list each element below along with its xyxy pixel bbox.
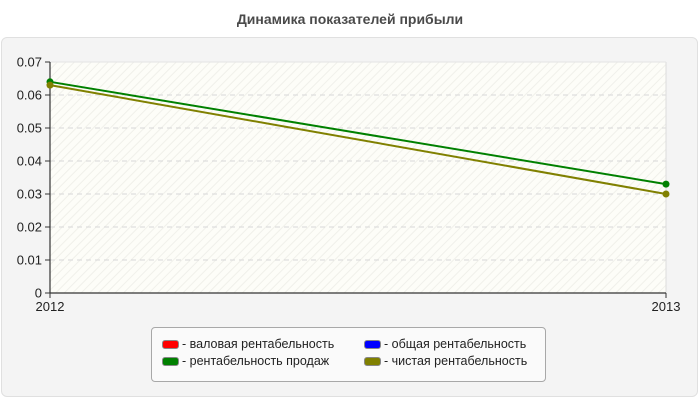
x-tick-label: 2013	[652, 299, 681, 314]
y-tick-label: 0.03	[17, 187, 42, 202]
data-point	[662, 190, 670, 198]
x-tick-label: 2012	[36, 299, 65, 314]
legend-label: - валовая рентабельность	[182, 337, 335, 351]
series-line	[49, 84, 667, 195]
legend-swatch-green	[162, 356, 179, 366]
data-point	[46, 81, 54, 89]
legend: - валовая рентабельность - общая рентабе…	[151, 327, 546, 382]
legend-swatch-red	[162, 339, 179, 349]
legend-label: - чистая рентабельность	[384, 354, 528, 368]
legend-item-sales-margin: - рентабельность продаж	[162, 354, 329, 368]
legend-item-overall-margin: - общая рентабельность	[364, 337, 526, 351]
legend-label: - рентабельность продаж	[182, 354, 330, 368]
x-axis-labels: 2012 2013	[36, 299, 681, 314]
legend-label: - общая рентабельность	[384, 337, 527, 351]
series-line	[49, 80, 667, 186]
y-tick-label: 0.02	[17, 220, 42, 235]
y-tick-label: 0	[35, 286, 42, 301]
plot-area	[50, 62, 666, 293]
data-point	[662, 180, 670, 188]
y-axis-labels: 0 0.01 0.02 0.03 0.04 0.05 0.06 0.07	[17, 55, 42, 301]
y-tick-label: 0.04	[17, 154, 42, 169]
y-tick-label: 0.07	[17, 55, 42, 70]
legend-swatch-blue	[364, 339, 381, 349]
legend-swatch-olive	[364, 356, 381, 366]
gridlines	[50, 61, 666, 261]
data-series	[46, 78, 670, 198]
axes	[45, 61, 667, 298]
chart-title: Динамика показателей прибыли	[236, 11, 464, 27]
legend-item-net-margin: - чистая рентабельность	[364, 354, 527, 368]
y-tick-label: 0.05	[17, 121, 42, 136]
y-tick-label: 0.01	[17, 253, 42, 268]
y-tick-label: 0.06	[17, 88, 42, 103]
legend-item-gross-margin: - валовая рентабельность	[162, 337, 334, 351]
